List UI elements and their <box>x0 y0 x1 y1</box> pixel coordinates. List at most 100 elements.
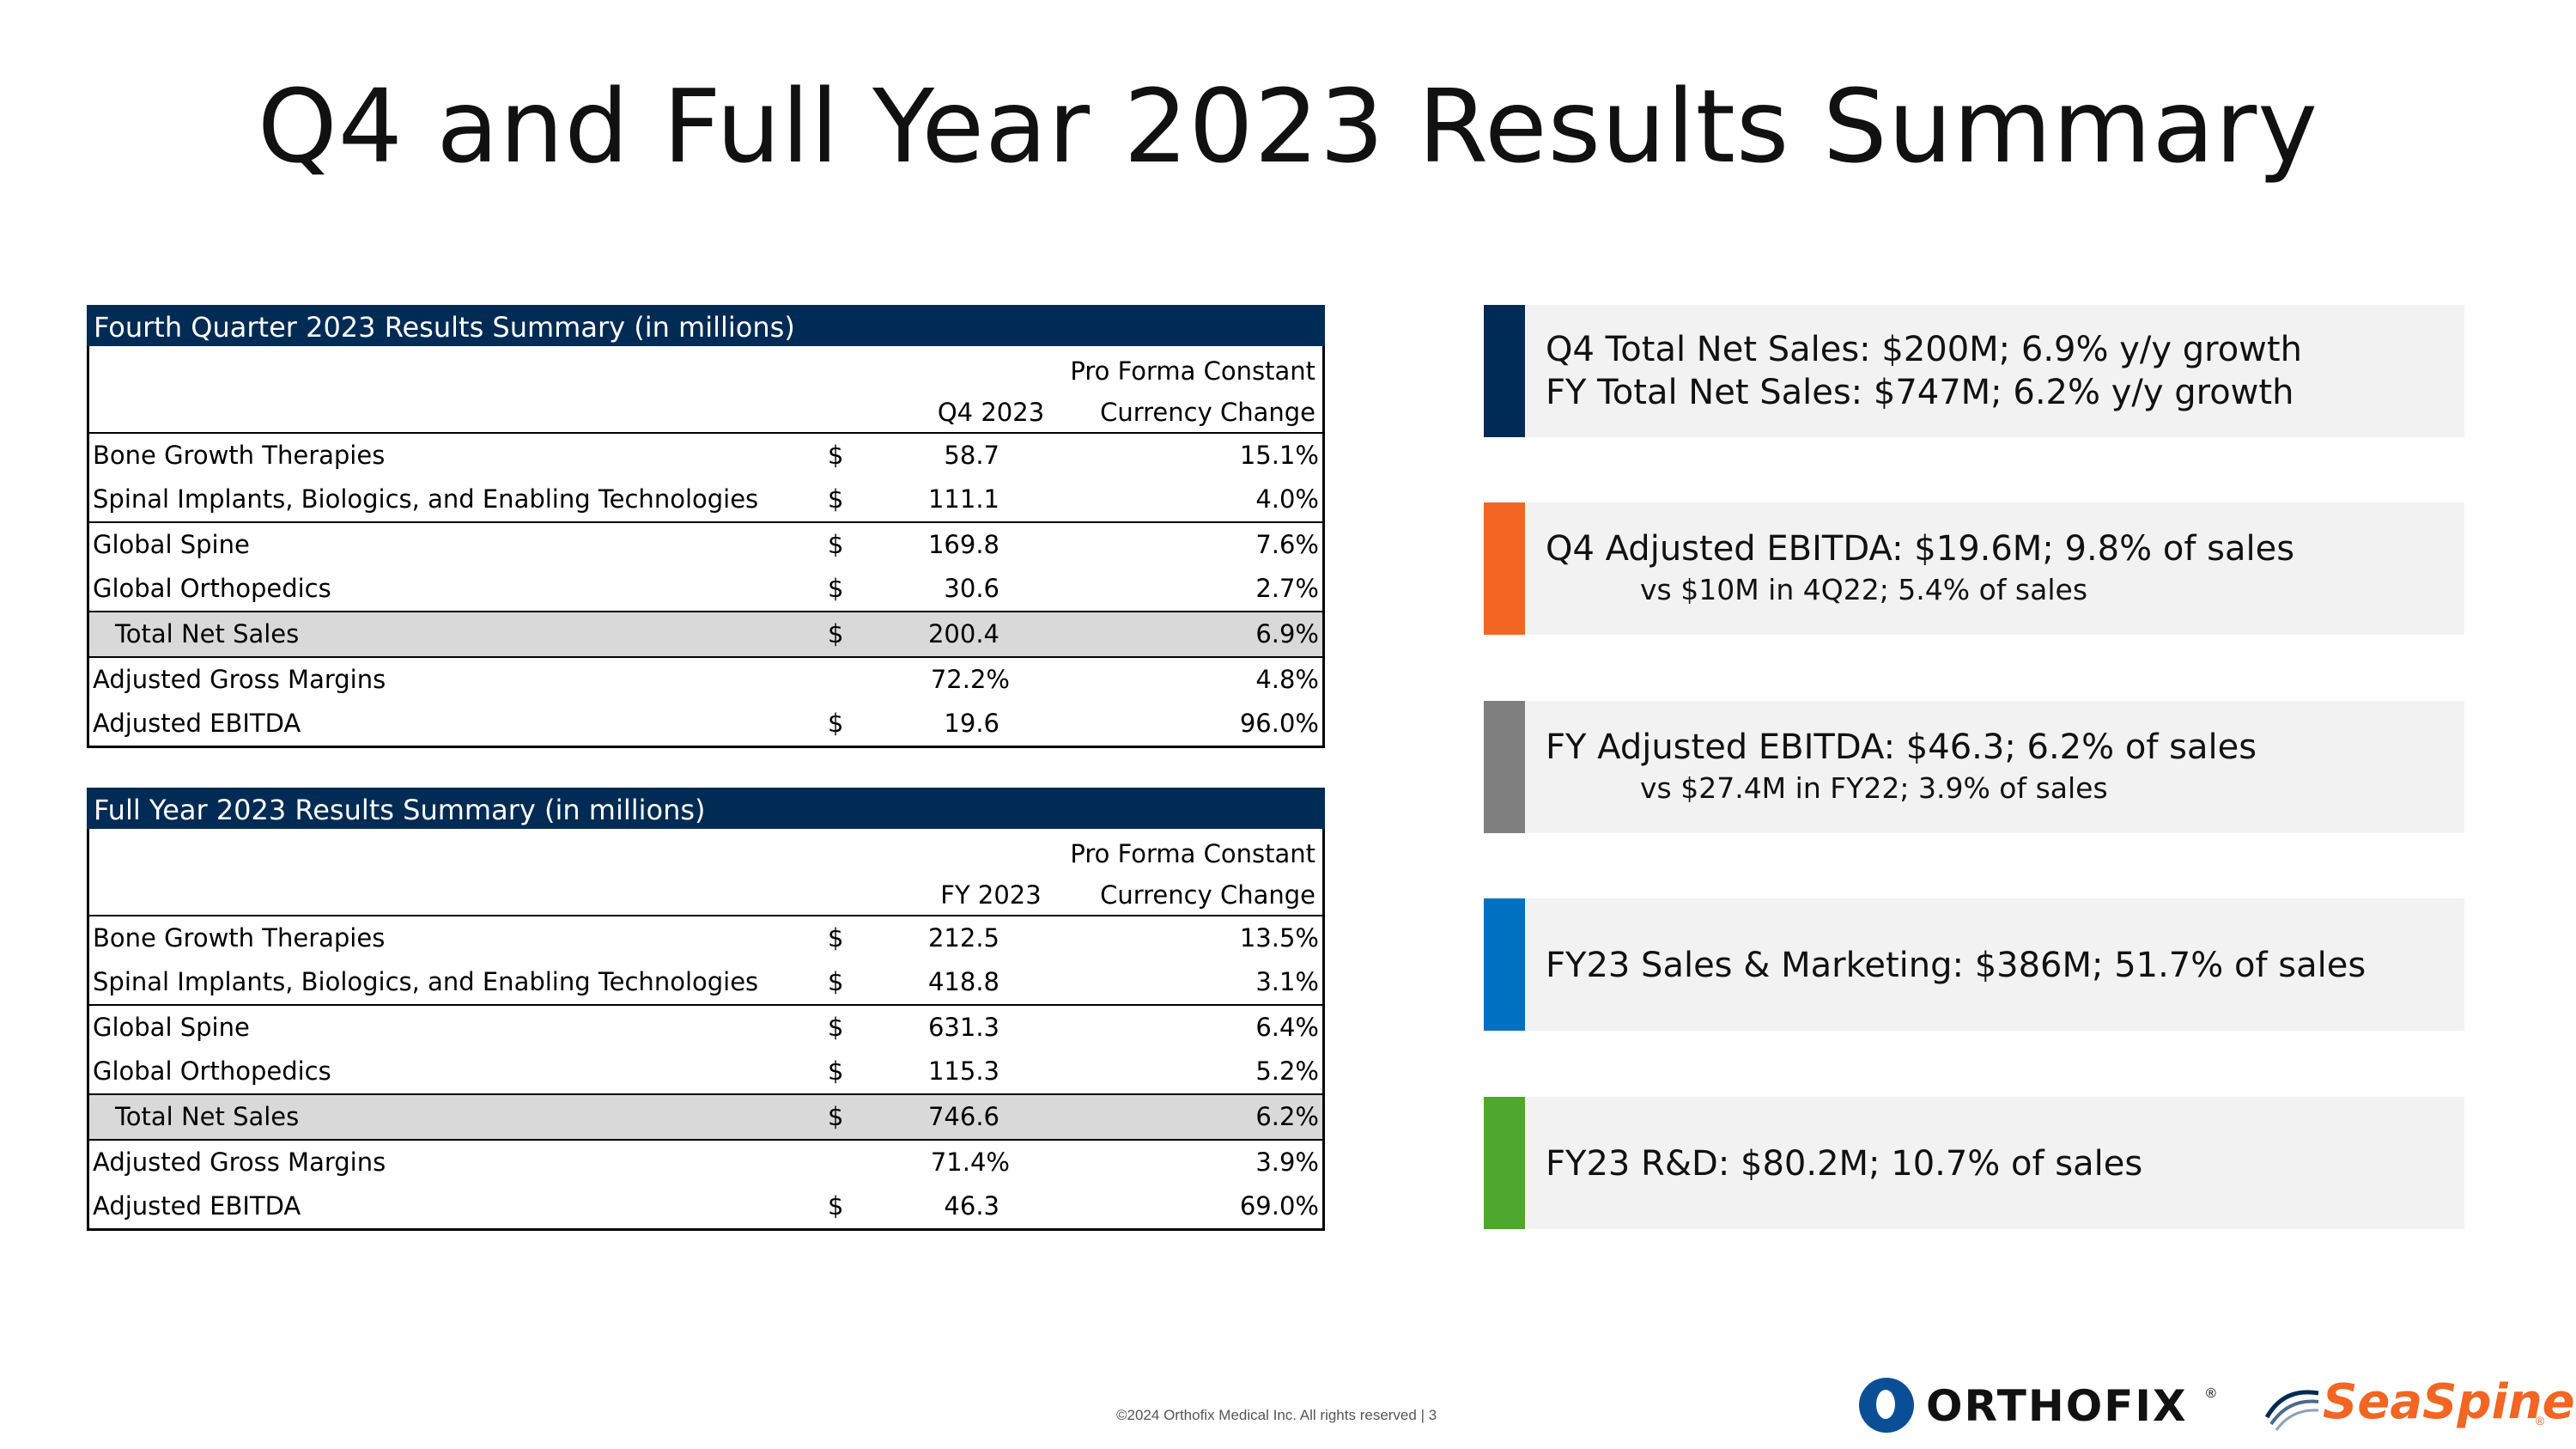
row-value: 631.3 <box>927 1013 999 1042</box>
table-header-title: Fourth Quarter 2023 Results Summary (in … <box>94 311 795 344</box>
row-change: 7.6% <box>1255 530 1319 559</box>
table-row: Spinal Implants, Biologics, and Enabling… <box>89 478 1322 523</box>
card-line1: FY23 Sales & Marketing: $386M; 51.7% of … <box>1546 946 2366 985</box>
table-row-total: Total Net Sales $ 746.6 6.2% <box>89 1095 1322 1141</box>
column-header-change-line2: Currency Change <box>1100 398 1315 427</box>
page-title: Q4 and Full Year 2023 Results Summary <box>257 67 2319 186</box>
row-value: 746.6 <box>927 1102 999 1131</box>
column-header-change-line1: Pro Forma Constant <box>1070 356 1315 386</box>
row-label: Spinal Implants, Biologics, and Enabling… <box>93 967 759 996</box>
table-header: Full Year 2023 Results Summary (in milli… <box>87 788 1325 829</box>
row-change: 3.9% <box>1255 1148 1319 1177</box>
column-header-change-line2: Currency Change <box>1100 880 1315 910</box>
column-headers: FY 2023 Pro Forma Constant Currency Chan… <box>89 829 1322 916</box>
column-header-period: Q4 2023 <box>937 398 1045 427</box>
fy-results-table: Full Year 2023 Results Summary (in milli… <box>87 788 1325 1231</box>
row-change: 6.4% <box>1255 1013 1319 1042</box>
row-value: 46.3 <box>944 1191 999 1221</box>
row-label: Global Spine <box>93 530 250 559</box>
row-value: 111.1 <box>927 484 999 514</box>
row-change: 2.7% <box>1255 574 1319 603</box>
card-line1: FY Adjusted EBITDA: $46.3; 6.2% of sales <box>1546 728 2257 767</box>
orthofix-logo-text: ORTHOFIX <box>1926 1381 2188 1431</box>
q4-results-table: Fourth Quarter 2023 Results Summary (in … <box>87 305 1325 748</box>
row-currency: $ <box>828 619 844 648</box>
row-label: Total Net Sales <box>115 1102 300 1131</box>
row-currency: $ <box>828 441 844 470</box>
row-label: Adjusted EBITDA <box>93 1191 301 1221</box>
row-value: 200.4 <box>927 619 999 648</box>
orthofix-logo-mark-icon <box>1859 1378 1914 1433</box>
table-row: Global Orthopedics $ 115.3 5.2% <box>89 1050 1322 1095</box>
row-label: Global Spine <box>93 1013 250 1042</box>
row-label: Bone Growth Therapies <box>93 923 386 953</box>
row-currency: $ <box>828 1056 844 1086</box>
row-label: Adjusted Gross Margins <box>93 665 386 694</box>
table-row: Adjusted Gross Margins 71.4% 3.9% <box>89 1141 1322 1184</box>
row-value: 58.7 <box>944 441 999 470</box>
table-row: Bone Growth Therapies $ 212.5 13.5% <box>89 916 1322 960</box>
orthofix-registered-mark: ® <box>2206 1386 2216 1401</box>
row-currency: $ <box>828 923 844 953</box>
column-header-change-line1: Pro Forma Constant <box>1070 839 1315 868</box>
table-header: Fourth Quarter 2023 Results Summary (in … <box>87 305 1325 346</box>
row-value: 418.8 <box>927 967 999 996</box>
row-currency: $ <box>828 484 844 514</box>
row-change: 4.0% <box>1255 484 1319 514</box>
table-row: Global Orthopedics $ 30.6 2.7% <box>89 567 1322 612</box>
row-currency: $ <box>828 1191 844 1221</box>
table-row: Adjusted EBITDA $ 46.3 69.0% <box>89 1184 1322 1228</box>
row-label: Spinal Implants, Biologics, and Enabling… <box>93 484 759 514</box>
row-change: 4.8% <box>1255 665 1319 694</box>
row-label: Adjusted Gross Margins <box>93 1148 386 1177</box>
row-change: 69.0% <box>1239 1191 1319 1221</box>
row-currency: $ <box>828 574 844 603</box>
row-label: Global Orthopedics <box>93 574 331 603</box>
row-currency: $ <box>828 709 844 738</box>
seaspine-registered-mark: ® <box>2536 1414 2545 1428</box>
card-color-bar <box>1484 898 1525 1031</box>
table-row: Adjusted Gross Margins 72.2% 4.8% <box>89 658 1322 702</box>
row-label: Global Orthopedics <box>93 1056 331 1086</box>
row-change: 3.1% <box>1255 967 1319 996</box>
column-headers: Q4 2023 Pro Forma Constant Currency Chan… <box>89 346 1322 434</box>
row-change: 15.1% <box>1239 441 1319 470</box>
card-line1: Q4 Total Net Sales: $200M; 6.9% y/y grow… <box>1546 330 2302 369</box>
row-value: 169.8 <box>927 530 999 559</box>
row-value: 71.4% <box>930 1148 1010 1177</box>
table-row: Global Spine $ 631.3 6.4% <box>89 1006 1322 1050</box>
table-header-title: Full Year 2023 Results Summary (in milli… <box>94 794 706 826</box>
row-label: Total Net Sales <box>115 619 300 648</box>
table-row: Spinal Implants, Biologics, and Enabling… <box>89 960 1322 1006</box>
row-label: Adjusted EBITDA <box>93 709 301 738</box>
table-row: Bone Growth Therapies $ 58.7 15.1% <box>89 434 1322 478</box>
row-currency: $ <box>828 530 844 559</box>
highlight-card-rnd: FY23 R&D: $80.2M; 10.7% of sales <box>1484 1097 2464 1229</box>
orthofix-logo: ORTHOFIX ® <box>1859 1374 2220 1434</box>
row-currency: $ <box>828 1013 844 1042</box>
highlight-card-q4-ebitda: Q4 Adjusted EBITDA: $19.6M; 9.8% of sale… <box>1484 502 2464 635</box>
card-color-bar <box>1484 1097 1525 1229</box>
card-color-bar <box>1484 502 1525 635</box>
row-change: 96.0% <box>1239 709 1319 738</box>
highlight-card-net-sales: Q4 Total Net Sales: $200M; 6.9% y/y grow… <box>1484 305 2464 437</box>
table-row-total: Total Net Sales $ 200.4 6.9% <box>89 612 1322 658</box>
card-subtext: vs $10M in 4Q22; 5.4% of sales <box>1640 573 2088 606</box>
table-row: Global Spine $ 169.8 7.6% <box>89 523 1322 567</box>
row-label: Bone Growth Therapies <box>93 441 386 470</box>
seaspine-logo-text: SeaSpine <box>2323 1374 2575 1430</box>
card-line1: Q4 Adjusted EBITDA: $19.6M; 9.8% of sale… <box>1546 529 2295 569</box>
highlight-card-fy-ebitda: FY Adjusted EBITDA: $46.3; 6.2% of sales… <box>1484 701 2464 833</box>
row-value: 115.3 <box>927 1056 999 1086</box>
row-change: 13.5% <box>1239 923 1319 953</box>
row-value: 72.2% <box>930 665 1010 694</box>
card-color-bar <box>1484 305 1525 437</box>
card-line1: FY23 R&D: $80.2M; 10.7% of sales <box>1546 1144 2143 1184</box>
row-change: 6.9% <box>1255 619 1319 648</box>
row-currency: $ <box>828 967 844 996</box>
row-change: 6.2% <box>1255 1102 1319 1131</box>
table-row: Adjusted EBITDA $ 19.6 96.0% <box>89 702 1322 746</box>
row-currency: $ <box>828 1102 844 1131</box>
card-line2: FY Total Net Sales: $747M; 6.2% y/y grow… <box>1546 373 2294 412</box>
row-value: 30.6 <box>944 574 999 603</box>
